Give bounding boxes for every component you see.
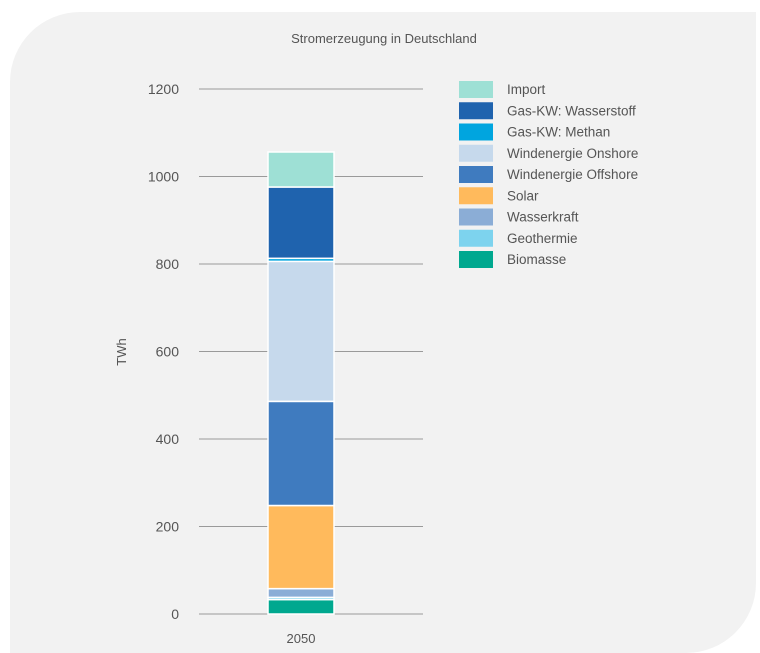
bar-segment-import	[267, 151, 335, 188]
legend-label: Geothermie	[507, 231, 578, 246]
y-tick-label: 200	[156, 519, 180, 535]
legend-label: Import	[507, 82, 546, 97]
legend-swatch	[459, 208, 493, 226]
y-axis-label: TWh	[114, 338, 129, 365]
legend-swatch	[459, 102, 493, 120]
legend-swatch	[459, 81, 493, 98]
legend-swatch	[459, 251, 493, 268]
legend-swatch	[459, 123, 493, 141]
y-tick-label: 800	[156, 256, 180, 272]
legend-label: Solar	[507, 188, 539, 203]
legend-label: Wasserkraft	[507, 210, 579, 225]
x-tick-label: 2050	[287, 631, 316, 646]
y-tick-label: 1200	[148, 81, 179, 97]
y-tick-label: 0	[171, 606, 179, 622]
chart-card	[10, 12, 756, 653]
legend-label: Windenergie Onshore	[507, 146, 638, 161]
y-tick-label: 1000	[148, 169, 179, 185]
bar-segment-windenergie-offshore	[267, 400, 335, 507]
bar-segment-biomasse	[267, 598, 335, 615]
bar-segment-solar	[267, 504, 335, 590]
y-tick-label: 400	[156, 431, 180, 447]
bar-segment-windenergie-onshore	[267, 260, 335, 403]
legend-label: Gas-KW: Methan	[507, 125, 610, 140]
legend-label: Biomasse	[507, 252, 566, 267]
legend-label: Gas-KW: Wasserstoff	[507, 103, 636, 118]
chart-title: Stromerzeugung in Deutschland	[291, 31, 477, 46]
legend-swatch	[459, 144, 493, 162]
legend-swatch	[459, 166, 493, 183]
legend-label: Windenergie Offshore	[507, 167, 638, 182]
legend-swatch	[459, 229, 493, 247]
bar-segment-gas-kw-wasserstoff	[267, 186, 335, 260]
bar-segment-wasserkraft	[267, 587, 335, 599]
legend-swatch	[459, 187, 493, 205]
y-tick-label: 600	[156, 344, 180, 360]
